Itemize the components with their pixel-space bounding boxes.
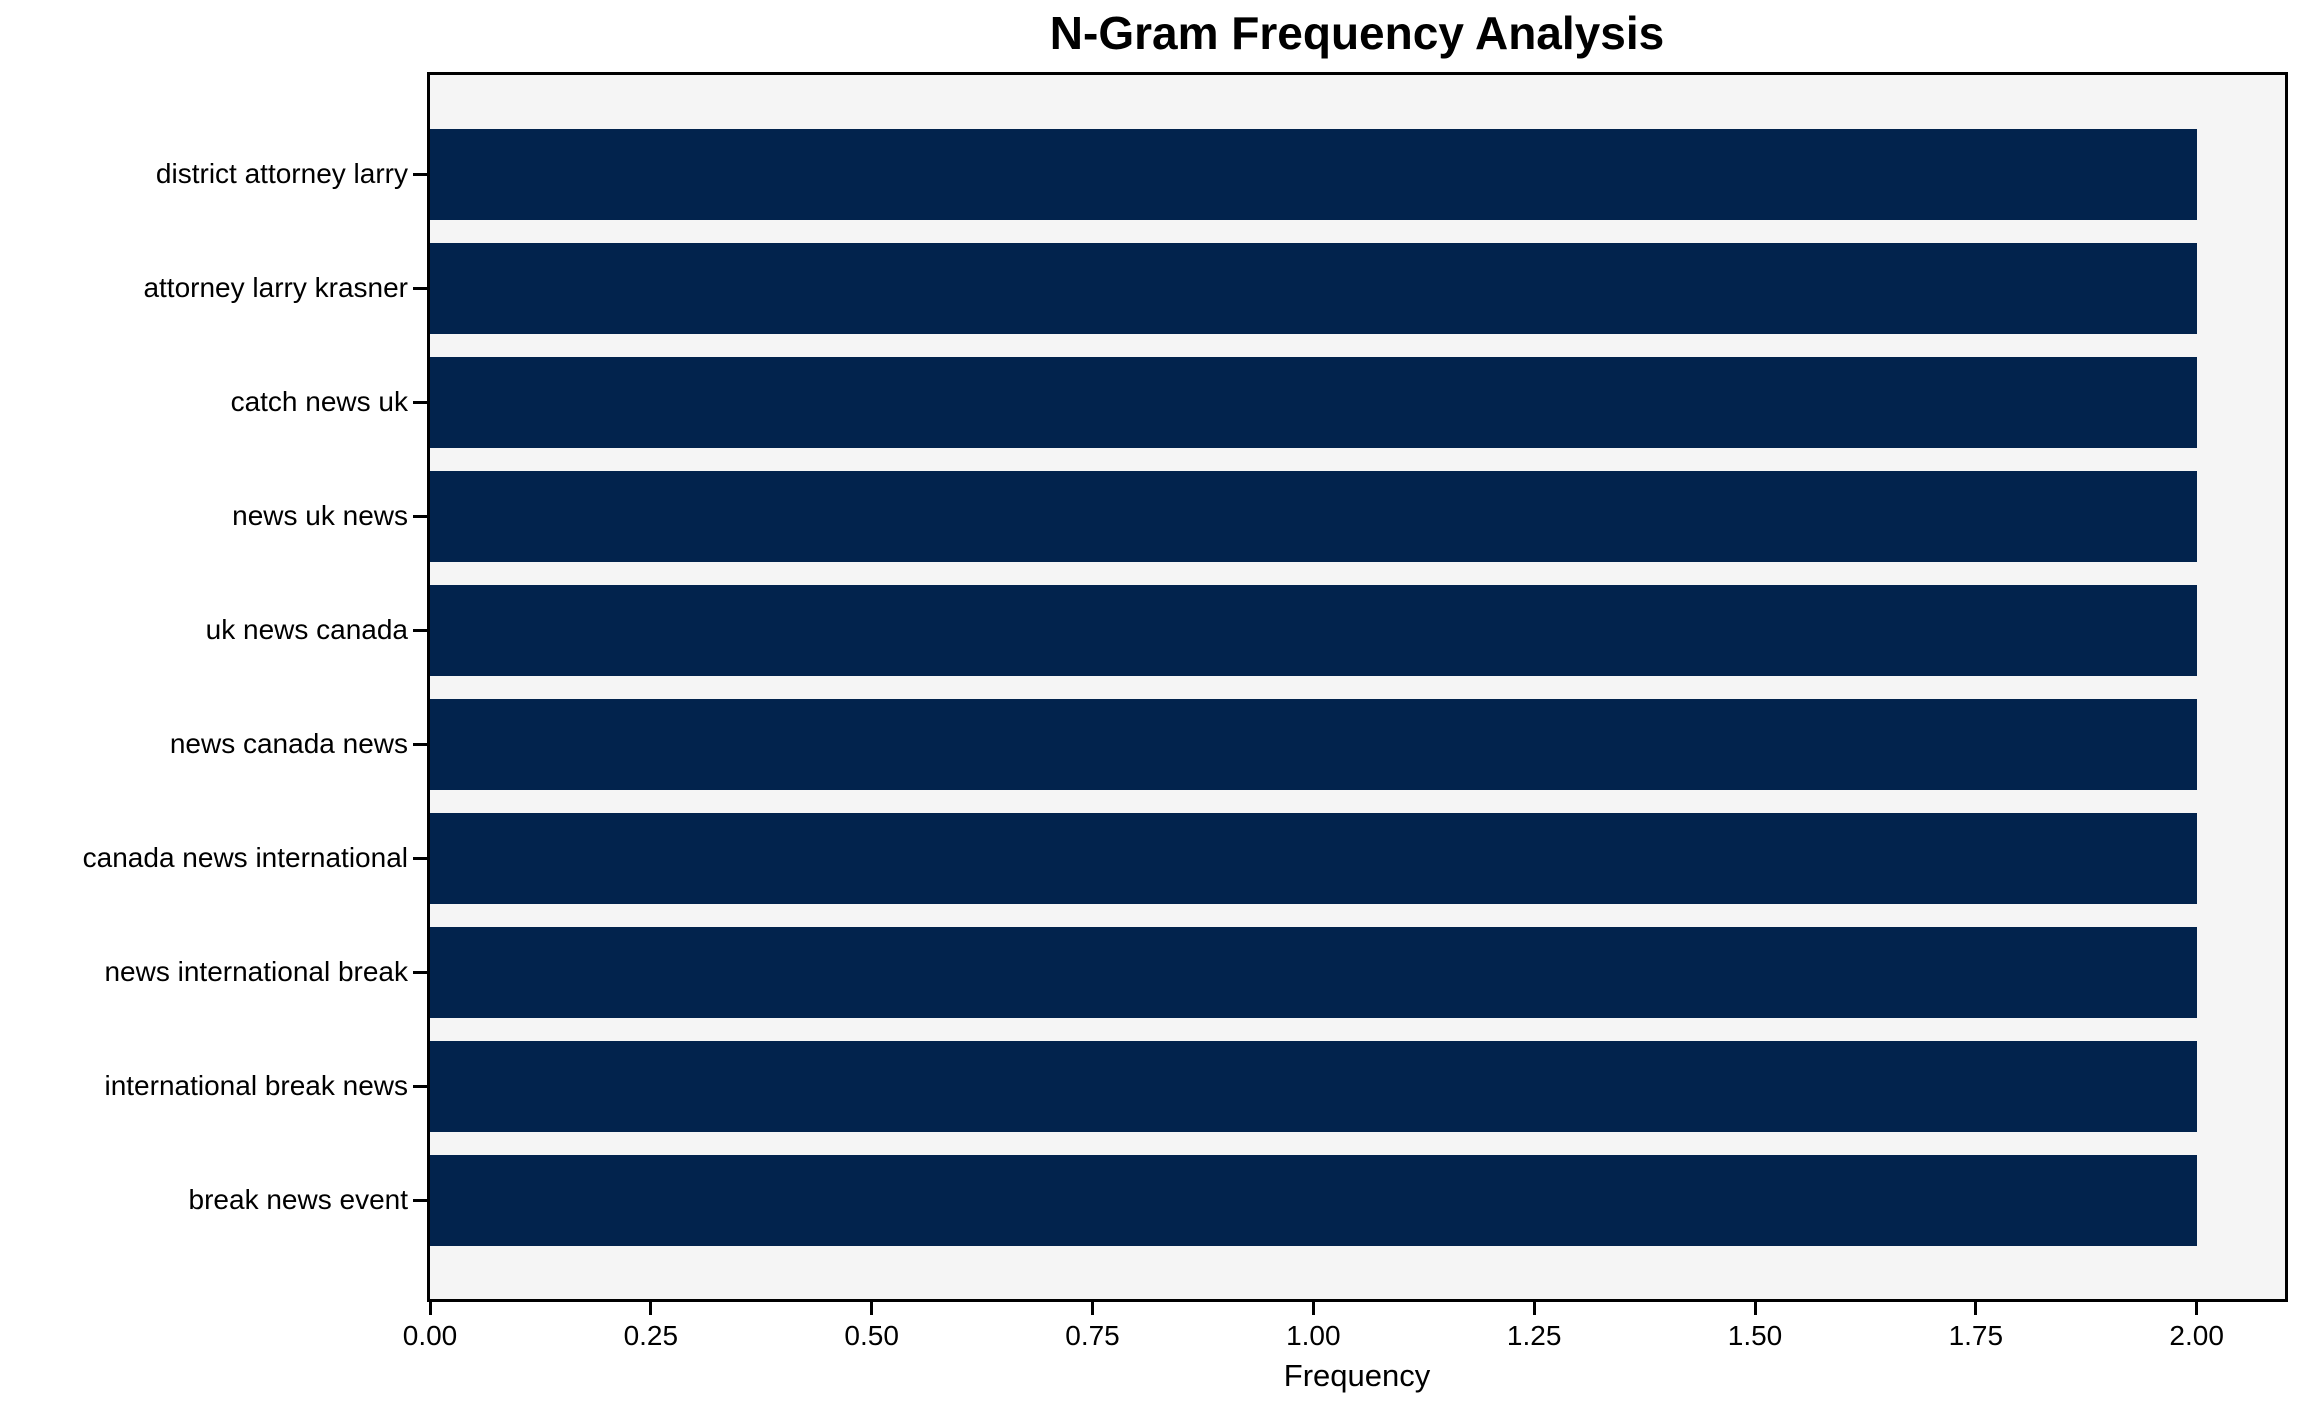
y-tick-label: district attorney larry [155,158,408,189]
chart-title: N-Gram Frequency Analysis [1049,7,1665,59]
bar [430,242,2197,334]
x-tick-mark [870,1302,874,1315]
y-tick-label: news international break [104,956,408,987]
x-tick-label: 0.25 [623,1320,679,1351]
x-tick-label: 0.75 [1065,1320,1120,1351]
x-tick-label: 0.50 [844,1320,899,1351]
x-tick-mark [649,1302,653,1315]
y-tick-mark [413,628,427,632]
y-tick-mark [413,1198,427,1202]
bar [430,356,2197,448]
y-tick-mark [413,742,427,746]
plot-area [427,72,2288,1302]
x-tick-label: 0.00 [402,1320,458,1351]
x-tick-mark [1091,1302,1094,1315]
x-tick-mark [1532,1302,1536,1315]
y-tick-mark [413,514,427,518]
x-tick-mark [1311,1302,1315,1315]
y-tick-mark [413,1084,427,1088]
bar [430,584,2197,676]
x-tick-mark [428,1302,432,1315]
y-tick-mark [413,286,427,290]
y-tick-label: catch news uk [230,386,408,417]
y-tick-mark [413,970,427,974]
x-tick-label: 1.00 [1286,1320,1341,1351]
bar [430,1040,2197,1132]
y-tick-label: uk news canada [205,614,408,645]
x-tick-mark [1753,1302,1757,1315]
x-tick-mark [2195,1302,2199,1315]
bar [430,470,2197,562]
y-tick-label: news uk news [232,500,408,531]
bar [430,128,2197,220]
y-tick-label: international break news [104,1070,408,1101]
bar [430,698,2197,790]
x-tick-mark [1974,1302,1978,1315]
x-axis-label: Frequency [1283,1358,1431,1393]
y-tick-mark [413,856,427,860]
x-tick-label: 1.25 [1506,1320,1562,1351]
x-tick-label: 1.50 [1727,1320,1783,1351]
y-tick-label: canada news international [82,842,408,873]
y-tick-label: attorney larry krasner [143,272,408,303]
bar [430,812,2197,904]
x-tick-label: 1.75 [1948,1320,2004,1351]
y-tick-label: news canada news [169,728,408,759]
y-tick-mark [413,172,427,176]
bar [430,926,2197,1018]
y-tick-mark [413,400,427,404]
bar [430,1154,2197,1246]
x-tick-label: 2.00 [2169,1320,2224,1351]
y-tick-label: break news event [188,1184,408,1215]
